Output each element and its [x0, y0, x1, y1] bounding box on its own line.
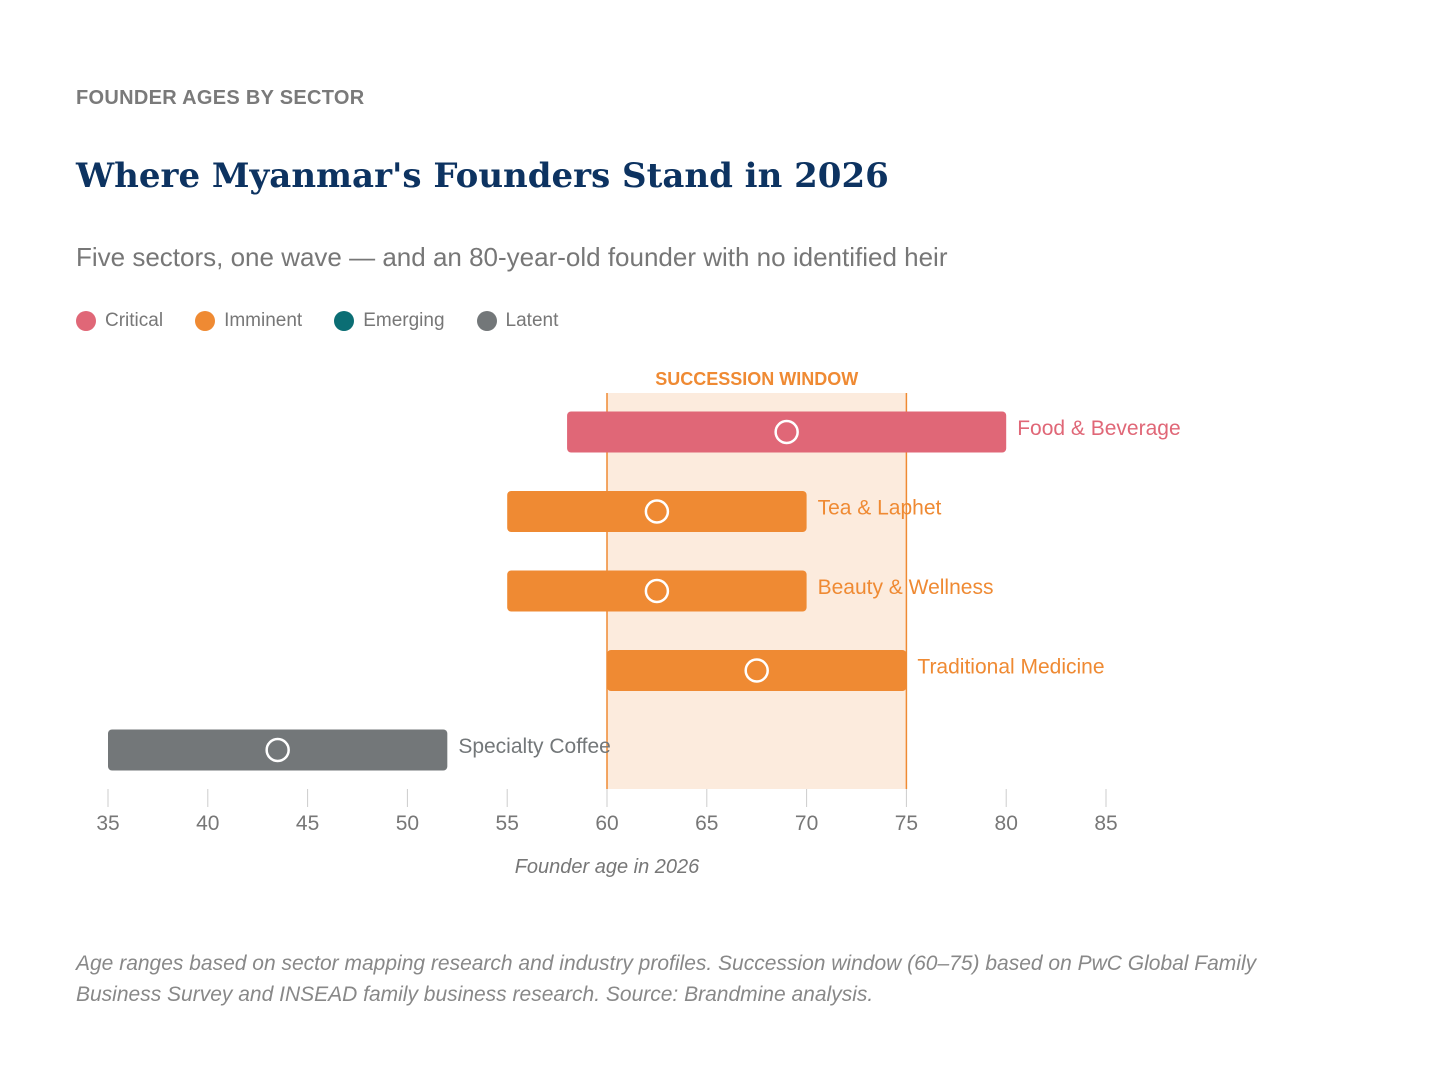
- median-marker: [774, 419, 799, 445]
- x-tick-label: 50: [396, 812, 419, 835]
- legend-dot: [195, 311, 216, 331]
- x-tick-label: 45: [296, 812, 319, 835]
- x-tick-label: 75: [895, 812, 918, 835]
- range-bar: [507, 570, 807, 612]
- chart-title: Where Myanmar's Founders Stand in 2026: [76, 156, 889, 196]
- x-tick-label: 85: [1094, 812, 1117, 835]
- legend-dot: [476, 311, 497, 331]
- bar-label: Traditional Medicine: [917, 656, 1104, 679]
- legend-item-emerging: Emerging: [334, 310, 445, 332]
- median-marker: [265, 737, 290, 763]
- bar-label: Beauty & Wellness: [818, 576, 994, 599]
- band-label: SUCCESSION WINDOW: [655, 369, 858, 389]
- x-tick-label: 40: [196, 812, 219, 835]
- legend-label: Latent: [505, 310, 559, 331]
- legend-item-critical: Critical: [76, 310, 163, 332]
- x-tick-label: 60: [595, 812, 618, 835]
- x-axis-label: Founder age in 2026: [515, 856, 700, 878]
- legend-item-imminent: Imminent: [195, 310, 302, 332]
- x-tick-label: 65: [695, 812, 718, 835]
- legend-label: Critical: [105, 310, 164, 331]
- eyebrow: FOUNDER AGES BY SECTOR: [76, 87, 365, 109]
- legend-dot: [76, 311, 96, 331]
- median-marker: [644, 578, 670, 604]
- median-marker: [644, 499, 670, 524]
- legend: Critical Imminent Emerging Latent: [76, 310, 558, 332]
- bar-label: Food & Beverage: [1017, 417, 1180, 440]
- source-note: Age ranges based on sector mapping resea…: [76, 952, 1257, 1006]
- x-tick-label: 55: [496, 812, 519, 835]
- range-bar: [607, 650, 907, 691]
- range-bar: [108, 729, 448, 771]
- legend-label: Imminent: [224, 310, 303, 331]
- chart-subtitle: Five sectors, one wave — and an 80-year-…: [76, 242, 948, 272]
- x-tick-label: 70: [795, 812, 818, 835]
- x-tick-label: 35: [96, 812, 119, 835]
- bar-label: Specialty Coffee: [458, 735, 611, 758]
- bar-label: Tea & Laphet: [818, 497, 942, 520]
- legend-label: Emerging: [363, 310, 445, 331]
- legend-dot: [334, 311, 355, 331]
- range-bar: [567, 411, 1007, 453]
- range-bar: [507, 491, 807, 532]
- x-tick-label: 80: [995, 812, 1018, 835]
- legend-item-latent: Latent: [476, 310, 559, 332]
- median-marker: [744, 658, 769, 683]
